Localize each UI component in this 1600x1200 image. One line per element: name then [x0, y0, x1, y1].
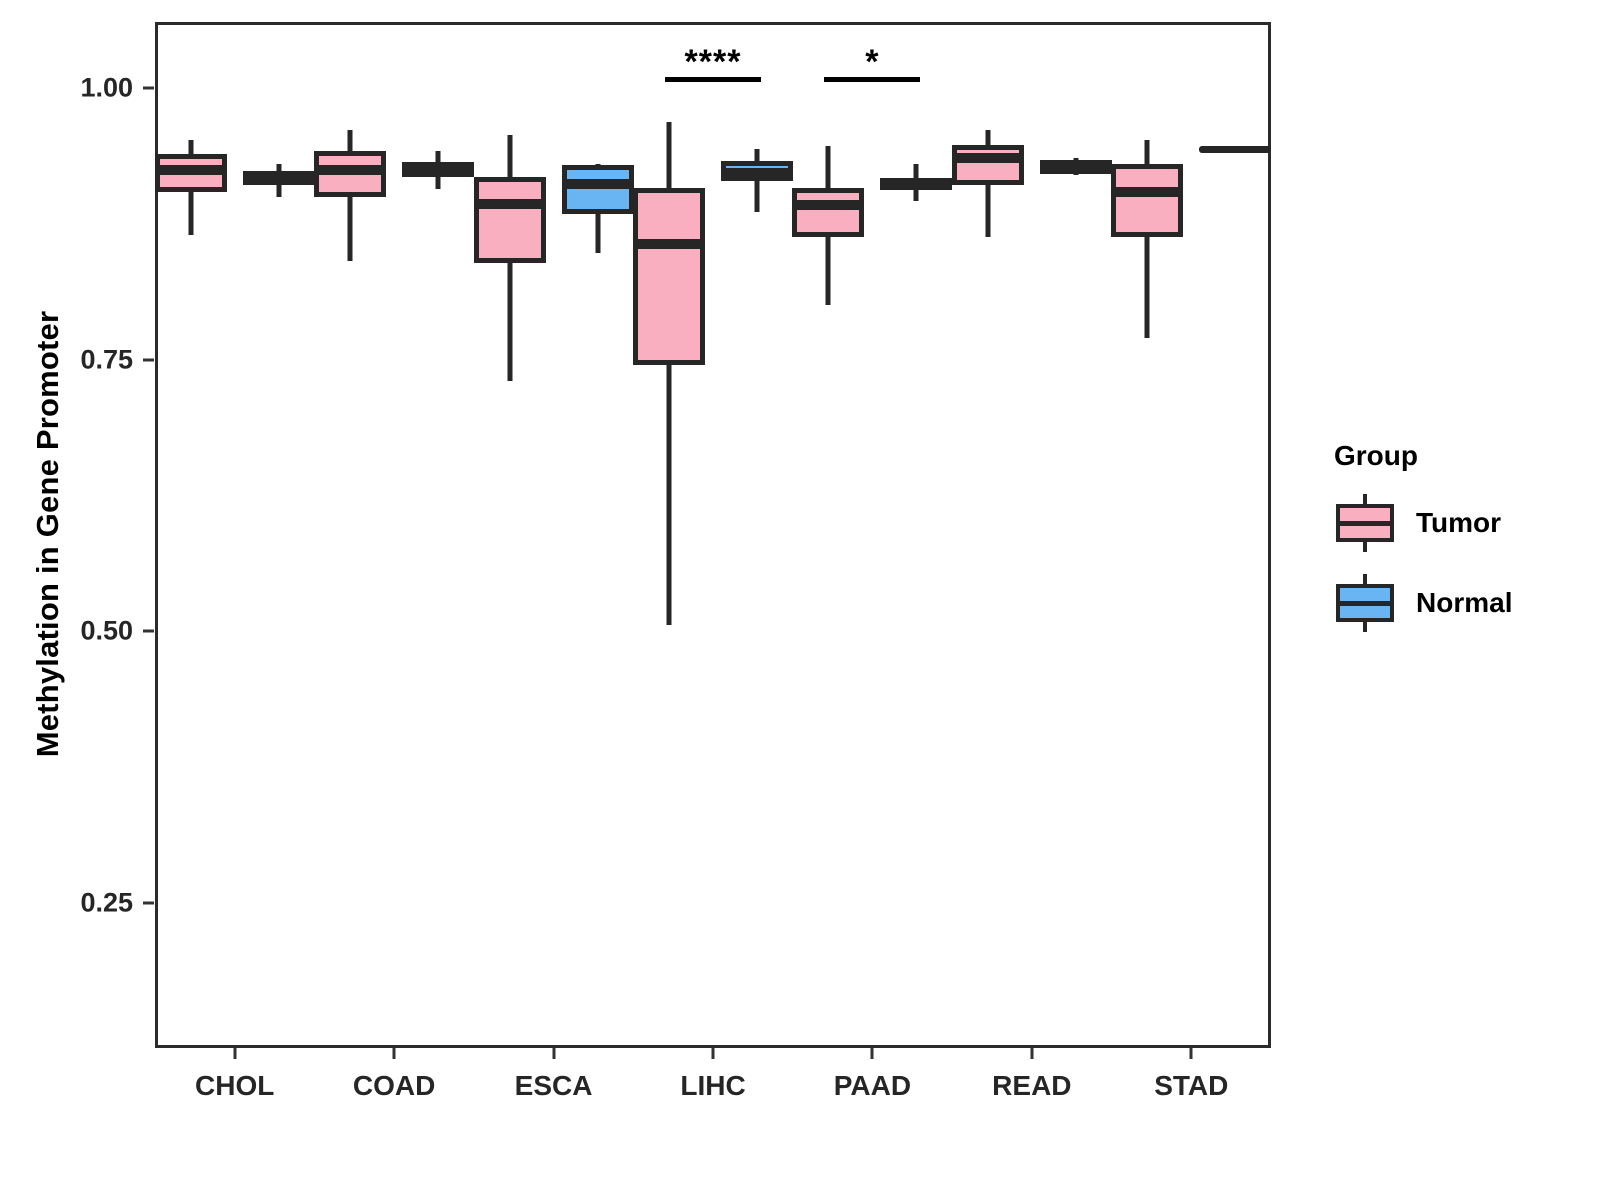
- box-coad-normal-median: [402, 164, 475, 175]
- box-paad-normal-lower-whisker: [913, 190, 919, 201]
- box-stad-normal-box: [1199, 145, 1272, 153]
- box-stad-tumor-box: [1111, 164, 1184, 237]
- box-esca-normal-box: [561, 165, 634, 215]
- box-chol-normal-upper-whisker: [276, 164, 282, 171]
- box-read-tumor-median: [951, 152, 1024, 163]
- box-esca-tumor-median: [473, 199, 546, 210]
- x-tick-mark: [392, 1048, 396, 1059]
- box-stad-tumor-upper-whisker: [1144, 140, 1150, 165]
- box-stad-tumor-lower-whisker: [1144, 236, 1150, 338]
- box-chol-tumor-median: [154, 164, 227, 175]
- box-read-normal-median: [1039, 160, 1112, 171]
- x-tick-label-chol: CHOL: [195, 1070, 275, 1101]
- y-tick-label: 0.75: [80, 344, 133, 375]
- box-coad-tumor-median: [314, 164, 387, 175]
- box-coad-normal-lower-whisker: [435, 177, 441, 190]
- legend-title: Group: [1334, 440, 1418, 471]
- x-tick-mark: [1030, 1048, 1034, 1059]
- legend-key-normal-icon: [1334, 574, 1396, 632]
- box-read-normal-upper-whisker: [1073, 157, 1079, 162]
- x-tick-mark: [1189, 1048, 1193, 1059]
- legend-item-tumor[interactable]: Tumor: [1334, 494, 1512, 552]
- box-lihc-tumor-upper-whisker: [666, 121, 672, 188]
- x-tick-label-coad: COAD: [352, 1070, 436, 1101]
- box-chol-tumor-upper-whisker: [188, 140, 194, 155]
- y-tick-mark: [143, 629, 154, 633]
- box-esca-normal-median: [561, 178, 634, 189]
- box-lihc-tumor-box: [633, 187, 705, 366]
- box-read-tumor-box: [951, 144, 1024, 185]
- y-axis-title: Methylation in Gene Promoter: [30, 310, 65, 758]
- box-lihc-normal-lower-whisker: [754, 181, 760, 212]
- x-tick-mark: [870, 1048, 874, 1059]
- legend: Group Tumor Normal: [1334, 440, 1512, 654]
- x-tick-label-read: READ: [992, 1070, 1072, 1101]
- box-lihc-normal-median: [721, 167, 793, 178]
- box-lihc-tumor-lower-whisker: [666, 365, 672, 625]
- box-esca-tumor-upper-whisker: [507, 134, 513, 178]
- box-paad-normal-median: [880, 179, 953, 190]
- box-coad-tumor-upper-whisker: [347, 130, 353, 152]
- box-paad-normal-upper-whisker: [913, 164, 919, 179]
- y-tick-mark: [143, 358, 154, 362]
- y-tick-label: 1.00: [80, 72, 133, 103]
- box-chol-tumor-lower-whisker: [188, 192, 194, 235]
- box-esca-tumor-lower-whisker: [507, 262, 513, 382]
- box-coad-normal-upper-whisker: [435, 151, 441, 162]
- x-tick-label-paad: PAAD: [833, 1070, 912, 1101]
- x-tick-label-stad: STAD: [1154, 1070, 1229, 1101]
- box-paad-tumor-upper-whisker: [825, 145, 831, 188]
- legend-item-normal[interactable]: Normal: [1334, 574, 1512, 632]
- x-tick-label-esca: ESCA: [514, 1070, 593, 1101]
- y-tick-label: 0.25: [80, 887, 133, 918]
- box-chol-normal-lower-whisker: [276, 184, 282, 197]
- legend-entries: Tumor Normal: [1334, 494, 1512, 632]
- box-paad-tumor-median: [792, 200, 865, 211]
- box-stad-tumor-median: [1111, 187, 1184, 198]
- y-tick-label: 0.50: [80, 615, 133, 646]
- significance-label-lihc: ****: [684, 43, 742, 82]
- box-coad-tumor-lower-whisker: [347, 196, 353, 261]
- x-tick-label-lihc: LIHC: [680, 1070, 746, 1101]
- x-tick-mark: [552, 1048, 556, 1059]
- x-tick-mark: [233, 1048, 237, 1059]
- box-esca-normal-lower-whisker: [595, 214, 601, 254]
- legend-label: Normal: [1416, 587, 1513, 618]
- legend-key-tumor-icon: [1334, 494, 1396, 552]
- box-esca-normal-upper-whisker: [595, 164, 601, 166]
- significance-label-paad: *: [865, 43, 880, 82]
- x-tick-mark: [711, 1048, 715, 1059]
- box-read-tumor-lower-whisker: [985, 184, 991, 237]
- box-esca-tumor-box: [473, 177, 546, 263]
- significance-bar-paad: [824, 77, 921, 83]
- legend-label: Tumor: [1416, 507, 1502, 538]
- box-paad-tumor-box: [792, 187, 865, 237]
- box-lihc-tumor-median: [633, 239, 705, 250]
- box-read-tumor-upper-whisker: [985, 130, 991, 145]
- significance-bar-lihc: [665, 77, 761, 83]
- box-lihc-normal-upper-whisker: [754, 148, 760, 161]
- y-tick-mark: [143, 901, 154, 905]
- box-paad-tumor-lower-whisker: [825, 236, 831, 306]
- box-chol-normal-median: [242, 172, 315, 183]
- y-tick-mark: [143, 86, 154, 90]
